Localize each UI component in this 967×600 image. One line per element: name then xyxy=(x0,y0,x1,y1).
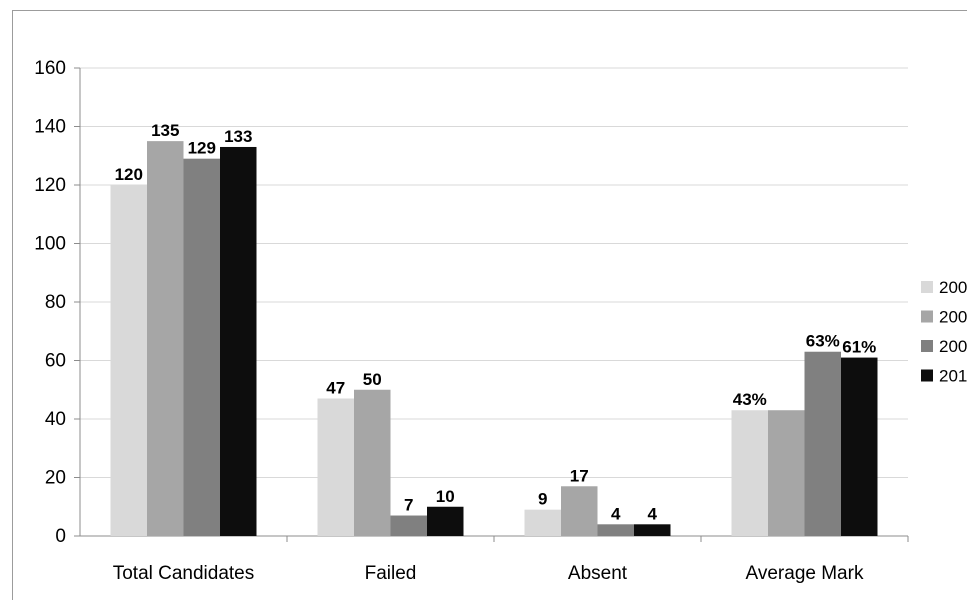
bar-2008-3 xyxy=(768,410,805,536)
x-category-label: Average Mark xyxy=(746,563,864,584)
legend-swatch-2007 xyxy=(921,281,933,293)
data-label: 129 xyxy=(188,139,216,158)
x-category-label: Total Candidates xyxy=(113,563,255,584)
data-label: 7 xyxy=(404,496,413,515)
data-label: 50 xyxy=(363,370,382,389)
bar-2010-1 xyxy=(427,506,464,536)
legend-swatch-2010 xyxy=(921,369,933,382)
legend-label: 2009 xyxy=(939,337,967,356)
data-label: 9 xyxy=(538,490,547,509)
data-label: 4 xyxy=(611,504,621,523)
data-label: 43% xyxy=(733,390,767,409)
data-label: 4 xyxy=(648,504,658,523)
legend-label: 2008 xyxy=(939,308,967,327)
bar-2007-1 xyxy=(317,398,354,536)
bar-2010-2 xyxy=(634,524,671,536)
y-tick-label: 0 xyxy=(55,526,66,547)
bar-2009-2 xyxy=(597,524,634,536)
bar-2007-0 xyxy=(110,185,147,536)
bar-2009-3 xyxy=(804,351,841,536)
legend-label: 2010 xyxy=(939,367,967,386)
bar-2009-0 xyxy=(183,158,220,537)
data-label: 47 xyxy=(326,379,345,398)
y-tick-label: 40 xyxy=(45,409,66,430)
chart-frame xyxy=(12,10,967,600)
data-label: 17 xyxy=(570,466,589,485)
bar-2007-2 xyxy=(524,509,561,536)
bar-2008-2 xyxy=(561,486,598,536)
data-label: 61% xyxy=(842,338,876,357)
y-tick-label: 160 xyxy=(34,58,66,79)
data-label: 135 xyxy=(151,121,179,140)
data-label: 10 xyxy=(436,487,455,506)
bar-2008-1 xyxy=(354,389,391,536)
bar-2007-3 xyxy=(731,410,768,536)
bar-2010-0 xyxy=(220,146,257,536)
y-tick-label: 20 xyxy=(45,468,66,489)
x-category-label: Absent xyxy=(568,563,628,584)
legend-label: 2007 xyxy=(939,278,967,297)
y-tick-label: 100 xyxy=(34,234,66,255)
legend-swatch-2009 xyxy=(921,340,933,352)
x-category-label: Failed xyxy=(365,563,417,584)
y-tick-label: 60 xyxy=(45,351,66,372)
y-tick-label: 120 xyxy=(34,175,66,196)
y-tick-label: 140 xyxy=(34,117,66,138)
data-label: 133 xyxy=(224,127,252,146)
y-tick-label: 80 xyxy=(45,292,66,313)
legend-swatch-2008 xyxy=(921,310,933,323)
data-label: 120 xyxy=(115,165,143,184)
data-label: 63% xyxy=(806,332,840,351)
bar-2009-1 xyxy=(390,515,427,536)
bar-2010-3 xyxy=(841,357,878,536)
bar-2008-0 xyxy=(147,141,184,536)
